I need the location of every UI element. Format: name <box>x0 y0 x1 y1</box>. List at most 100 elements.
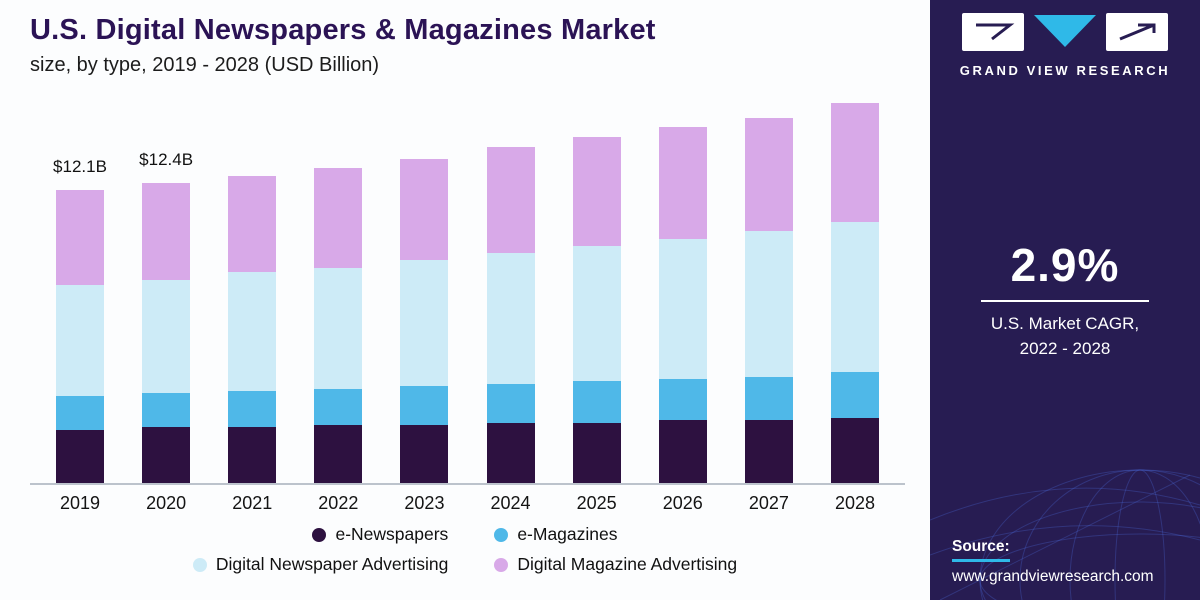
bar-stack <box>830 102 879 483</box>
x-axis-label: 2027 <box>748 493 789 513</box>
x-axis-labels: 2019 2020 2021 2022 2023 2024 2025 2026 2027 2028 <box>30 493 905 514</box>
bar-segment <box>228 175 277 273</box>
bar-column-2019: $12.1B <box>53 105 107 483</box>
x-axis-label: 2023 <box>404 493 445 513</box>
bar-column-2024 <box>486 105 535 483</box>
bar-stack <box>658 127 707 483</box>
legend-label: Digital Magazine Advertising <box>517 554 738 574</box>
x-axis-label: 2022 <box>318 493 359 513</box>
legend-row: e-Newspapers e-Magazines <box>312 524 618 545</box>
page-subtitle: size, by type, 2019 - 2028 (USD Billion) <box>30 54 380 76</box>
logo-block: GRAND VIEW RESEARCH <box>930 12 1200 78</box>
bar-segment <box>830 417 879 483</box>
legend-row: Digital Newspaper Advertising Digital Mag… <box>192 554 737 575</box>
title-block: U.S. Digital Newspapers & Magazines Mark… <box>30 14 656 77</box>
x-axis-label: 2021 <box>232 493 273 513</box>
bar-stack <box>572 137 621 483</box>
bar-segment <box>400 158 449 261</box>
bar-stack <box>314 168 363 483</box>
bar-column-2022 <box>314 105 363 483</box>
bar-column-2027 <box>744 105 793 483</box>
bar-stack <box>400 158 449 483</box>
cagr-stat-block: 2.9% U.S. Market CAGR, 2022 - 2028 <box>930 238 1200 361</box>
legend-dot-icon <box>192 557 207 572</box>
bar-segment <box>658 127 707 239</box>
bar-segment <box>314 267 363 389</box>
legend-label: e-Newspapers <box>335 524 449 544</box>
legend-label: e-Magazines <box>517 524 618 544</box>
bar-segment <box>572 245 621 382</box>
bar-segment <box>314 168 363 268</box>
legend-dot-icon <box>494 557 509 572</box>
bar-segment <box>486 383 535 423</box>
bar-segment <box>228 427 277 483</box>
bar-segment <box>572 381 621 423</box>
bar-segment <box>400 260 449 387</box>
x-axis-label: 2020 <box>146 493 187 513</box>
bar-segment <box>314 388 363 425</box>
bar-stack <box>142 182 191 483</box>
bar-segment <box>314 424 363 483</box>
bar-segment <box>830 221 879 372</box>
bar-segment <box>142 427 191 483</box>
bar-segment <box>56 395 104 430</box>
bar-segment <box>744 231 793 377</box>
chart-legend: e-Newspapers e-Magazines Digital Newspaper… <box>0 524 930 575</box>
brand-sidebar: GRAND VIEW RESEARCH 2.9% U.S. Market CAG… <box>930 0 1200 600</box>
bar-column-2026 <box>658 105 707 483</box>
bar-segment <box>486 253 535 384</box>
x-axis-label: 2025 <box>576 493 617 513</box>
legend-item: e-Newspapers <box>312 524 448 545</box>
chart-plot: $12.1B $12.4B <box>30 102 905 485</box>
bar-segment <box>572 422 621 483</box>
legend-item: e-Magazines <box>494 524 618 545</box>
bar-segment <box>744 117 793 232</box>
bar-segment <box>658 238 707 380</box>
chart-panel: U.S. Digital Newspapers & Magazines Mark… <box>0 14 930 575</box>
bar-segment <box>56 429 104 483</box>
x-axis-label: 2026 <box>662 493 703 513</box>
bar-stack <box>744 117 793 483</box>
legend-item: Digital Newspaper Advertising <box>192 554 448 575</box>
bar-column-2028 <box>830 102 879 483</box>
bar-segment <box>142 279 191 394</box>
bar-total-annotation: $12.1B <box>53 157 107 177</box>
x-axis-label: 2019 <box>59 493 101 513</box>
brand-name: GRAND VIEW RESEARCH <box>959 63 1171 78</box>
bar-segment <box>830 371 879 418</box>
bar-column-2025 <box>572 105 621 483</box>
bar-segment <box>572 137 621 246</box>
page-title: U.S. Digital Newspapers & Magazines Mark… <box>30 14 656 46</box>
bar-segment <box>830 102 879 222</box>
bar-segment <box>658 420 707 483</box>
bar-stack <box>56 190 104 483</box>
source-url-link[interactable]: www.grandviewresearch.com <box>952 568 1154 585</box>
bar-column-2021 <box>228 105 277 483</box>
cagr-label-line1: U.S. Market CAGR, <box>990 314 1140 333</box>
legend-dot-icon <box>494 527 509 542</box>
bar-segment <box>486 146 535 254</box>
x-axis-label: 2028 <box>834 493 875 513</box>
bar-segment <box>56 190 104 285</box>
bar-segment <box>228 272 277 392</box>
bar-segment <box>400 386 449 425</box>
bar-segment <box>486 422 535 483</box>
legend-dot-icon <box>312 527 327 542</box>
bar-segment <box>228 391 277 428</box>
bar-column-2023 <box>400 105 449 483</box>
legend-item: Digital Magazine Advertising <box>494 554 737 575</box>
gvr-logo-icon <box>962 13 1168 51</box>
bar-segment <box>744 420 793 483</box>
source-block: Source: www.grandviewresearch.com <box>952 538 1154 586</box>
bar-stack <box>228 175 277 483</box>
bar-segment <box>56 284 104 396</box>
bar-segment <box>142 182 191 280</box>
stat-divider <box>981 300 1149 302</box>
bar-segment <box>400 424 449 483</box>
bar-column-2020: $12.4B <box>139 105 193 483</box>
bar-segment <box>142 393 191 428</box>
bar-segment <box>744 376 793 421</box>
bar-stack <box>486 146 535 483</box>
bar-segment <box>658 379 707 421</box>
